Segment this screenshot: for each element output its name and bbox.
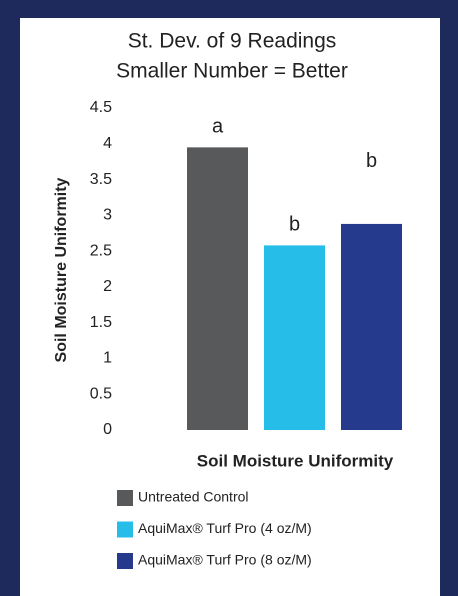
chart-title: St. Dev. of 9 Readings xyxy=(128,30,337,53)
legend-label: AquiMax® Turf Pro (8 oz/M) xyxy=(138,552,312,568)
legend-label: Untreated Control xyxy=(138,489,249,505)
chart-subtitle: Smaller Number = Better xyxy=(116,60,348,83)
y-tick-label: 2.5 xyxy=(90,242,112,259)
y-tick-label: 4 xyxy=(103,135,112,152)
significance-label: a xyxy=(212,116,224,138)
x-axis-label: Soil Moisture Uniformity xyxy=(197,451,394,470)
legend-swatch xyxy=(117,521,133,538)
bar xyxy=(264,245,325,430)
y-tick-label: 4.5 xyxy=(90,99,112,116)
y-axis-label: Soil Moisture Uniformity xyxy=(53,177,70,362)
bar xyxy=(187,147,248,430)
legend-swatch xyxy=(117,553,133,569)
y-tick-label: 0 xyxy=(103,421,112,438)
legend-swatch xyxy=(117,490,133,506)
y-tick-label: 1.5 xyxy=(90,314,112,331)
y-tick-label: 3 xyxy=(103,207,112,224)
bar xyxy=(341,223,402,430)
significance-label: b xyxy=(366,150,377,172)
legend-label: AquiMax® Turf Pro (4 oz/M) xyxy=(138,520,312,536)
significance-label: b xyxy=(289,214,300,236)
y-tick-label: 1 xyxy=(103,350,112,367)
y-tick-label: 0.5 xyxy=(90,385,112,402)
y-tick-label: 3.5 xyxy=(90,171,112,188)
y-tick-label: 2 xyxy=(103,278,112,295)
